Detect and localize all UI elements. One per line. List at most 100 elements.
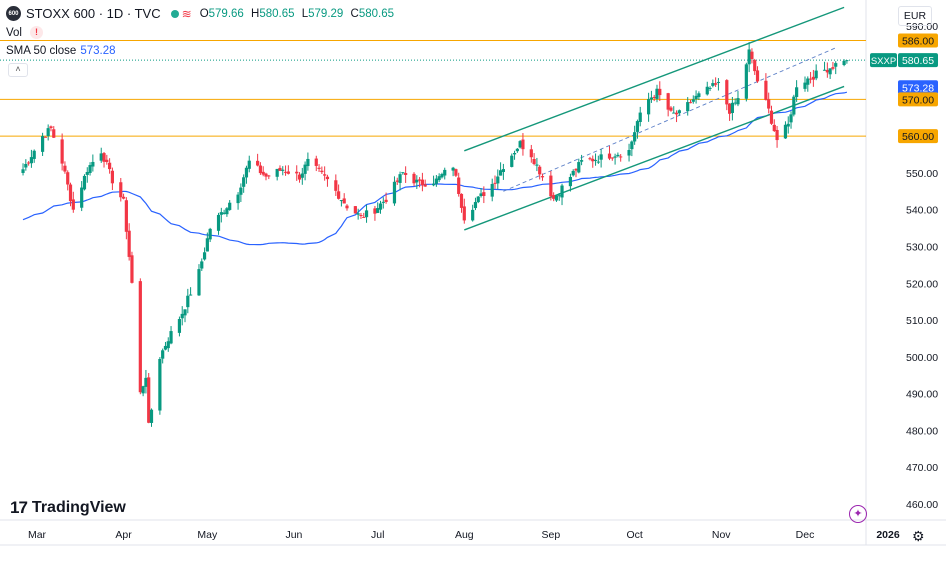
candle-body [714,83,718,85]
candle-body [180,313,184,319]
candle-body [842,61,846,65]
collapse-legend-button[interactable]: ˄ [8,63,28,77]
candle-body [21,169,25,173]
y-tick-label: 460.00 [906,499,938,511]
y-tick-label: 490.00 [906,389,938,401]
candle-body [672,112,676,114]
candle-body [828,68,832,75]
high-key: H [251,7,260,20]
price-label-bg [898,129,938,144]
candle-body [88,165,92,173]
candle-body [711,83,715,86]
y-tick-label: 480.00 [906,425,938,437]
candle-body [49,126,53,129]
candle-body [208,228,212,240]
symbol-title[interactable]: STOXX 600 · 1D · TVC [26,6,161,21]
candle-body [454,169,458,176]
y-tick-label: 550.00 [906,168,938,180]
candle-body [834,63,838,67]
candle-body [40,136,45,152]
x-tick-label: Dec [796,529,815,541]
candles [21,42,849,427]
candle-body [110,170,115,184]
candle-body [471,209,475,221]
candle-body [599,154,603,160]
candle-body [219,212,223,215]
candle-body [418,179,422,181]
candle-body [554,195,559,201]
symbol-tag-bg [870,53,897,68]
candle-body [283,171,288,173]
candle-body [457,177,461,194]
candle-body [560,185,564,198]
candle-body [792,96,796,115]
candle-body [652,96,656,98]
candle-body [591,158,595,162]
candle-body [825,69,829,73]
candle-body [236,194,240,204]
tradingview-logo[interactable]: 17 TradingView [10,498,126,518]
candle-body [806,78,810,85]
candle-body [197,269,201,296]
candle-body [775,129,779,141]
candle-body [789,114,793,123]
close-value: 580.65 [358,7,395,20]
candle-body [437,176,441,181]
sparkle-icon[interactable]: ✦ [849,505,867,523]
candle-body [186,295,190,308]
candle-body [278,167,282,171]
candle-body [362,216,366,218]
candle-body [342,198,346,204]
x-tick-label: Jun [285,529,302,541]
sma-legend[interactable]: SMA 50 close 573.28 [6,45,116,57]
candle-body [91,161,95,167]
candle-body [264,173,268,177]
candle-body [356,213,360,215]
candle-body [323,174,327,176]
candle-body [694,95,698,100]
candle-body [119,182,123,198]
candle-body [462,206,466,221]
candle-body [540,176,545,178]
candle-body [339,200,344,202]
candle-body [384,199,388,202]
candle-body [216,214,221,231]
candle-body [764,80,768,100]
candle-body [532,159,536,165]
candle-body [593,159,598,161]
candle-body [795,87,799,97]
candle-body [571,170,575,176]
candle-body [166,341,170,349]
candle-body [535,164,539,166]
x-tick-label: Jul [371,529,384,541]
candle-body [281,169,285,171]
gear-icon[interactable]: ⚙ [912,528,925,544]
currency-button[interactable]: EUR [898,6,932,26]
price-label-text: 580.65 [902,55,934,67]
candle-body [300,173,304,178]
candle-body [225,208,229,215]
candle-body [392,181,397,204]
warning-icon[interactable]: ! [30,26,43,39]
candle-body [108,162,112,170]
x-tick-label: 2026 [876,529,900,541]
candle-body [482,192,486,196]
candle-body [674,112,679,115]
candle-body [314,158,318,166]
candle-body [267,175,271,177]
candle-body [169,331,173,344]
candle-body [381,201,385,203]
candle-body [744,64,748,99]
candle-body [63,165,67,172]
channel-lines [464,6,845,231]
candle-body [82,175,87,190]
candle-body [52,129,56,138]
candle-body [147,377,151,423]
candle-body [767,99,771,109]
open-key: O [199,7,209,20]
y-tick-label: 530.00 [906,241,938,253]
candle-body [138,281,142,393]
volume-legend[interactable]: Vol ! [6,26,43,39]
candle-body [716,81,721,83]
